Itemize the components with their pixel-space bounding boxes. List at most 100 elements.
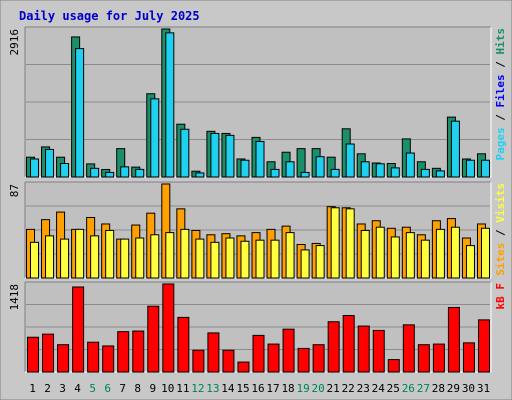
x-tick-label-day-24: 24: [372, 382, 386, 395]
bar-kb-f-day-24: [372, 329, 385, 373]
bar-files-day-23: [360, 161, 370, 178]
bar-kb-f-day-22: [342, 315, 355, 373]
bar-kb-f-day-25: [387, 359, 400, 373]
x-tick-label-day-12: 12: [191, 382, 204, 395]
bar-files-day-16: [255, 140, 265, 178]
bar-files-day-31: [480, 159, 490, 178]
bar-sites-day-4: [75, 228, 85, 279]
legend-part: /: [494, 108, 507, 128]
bar-kb-f-day-21: [327, 321, 340, 373]
x-tick-label-day-9: 9: [149, 382, 156, 395]
bar-files-day-2: [45, 148, 55, 178]
bar-files-day-15: [240, 159, 250, 178]
bar-kb-f-day-14: [222, 349, 235, 373]
x-tick-label-day-25: 25: [387, 382, 400, 395]
x-tick-label-day-21: 21: [327, 382, 340, 395]
bar-sites-day-31: [480, 227, 490, 279]
x-tick-label-day-16: 16: [251, 382, 264, 395]
bar-sites-day-21: [330, 207, 340, 279]
bar-sites-day-29: [450, 226, 460, 279]
x-tick-label-day-3: 3: [59, 382, 66, 395]
bar-files-day-17: [270, 168, 280, 178]
bar-sites-day-27: [420, 239, 430, 279]
bar-sites-day-11: [180, 228, 190, 279]
chart-title: Daily usage for July 2025: [19, 9, 200, 23]
x-tick-label-day-5: 5: [89, 382, 96, 395]
series-kb-f: [27, 283, 490, 373]
bar-files-day-9: [150, 98, 160, 178]
bar-sites-day-8: [135, 237, 145, 279]
x-tick-label-day-20: 20: [312, 382, 325, 395]
x-tick-label-day-30: 30: [462, 382, 475, 395]
x-tick-label-day-17: 17: [266, 382, 279, 395]
x-tick-label-day-31: 31: [477, 382, 490, 395]
bar-kb-f-day-20: [312, 344, 325, 373]
bar-files-day-30: [465, 159, 475, 178]
x-tick-label-day-27: 27: [417, 382, 430, 395]
bar-files-day-24: [375, 163, 385, 178]
bar-files-day-18: [285, 161, 295, 178]
panel-max-label: 2916: [8, 29, 21, 56]
bar-sites-day-10: [165, 232, 175, 279]
bar-kb-f-day-26: [402, 324, 415, 373]
bar-kb-f-day-4: [72, 286, 85, 373]
bar-sites-day-22: [345, 208, 355, 279]
bar-files-day-5: [90, 167, 100, 178]
bar-sites-day-2: [45, 235, 55, 279]
bar-sites-day-13: [210, 241, 220, 279]
bar-files-day-14: [225, 134, 235, 178]
x-tick-label-day-6: 6: [104, 382, 111, 395]
bar-files-day-19: [300, 171, 310, 178]
bar-sites-day-23: [360, 229, 370, 279]
x-tick-label-day-28: 28: [432, 382, 445, 395]
panel-legend: Sites / Visits: [494, 183, 507, 276]
bar-sites-day-26: [405, 232, 415, 279]
bar-files-day-21: [330, 168, 340, 178]
bar-sites-day-20: [315, 245, 325, 279]
x-tick-label-day-7: 7: [119, 382, 126, 395]
panel-hits_files: 2916 Pages / Files / Hits: [8, 26, 507, 178]
bar-kb-f-day-30: [462, 342, 475, 373]
x-tick-label-day-11: 11: [176, 382, 189, 395]
bar-files-day-29: [450, 120, 460, 178]
bar-kb-f-day-6: [102, 345, 115, 373]
panel-max-label: 87: [8, 184, 21, 197]
bar-files-day-20: [315, 156, 325, 178]
x-tick-label-day-13: 13: [206, 382, 219, 395]
bar-files-day-26: [405, 152, 415, 178]
bar-kb-f-day-8: [132, 330, 145, 373]
bar-files-day-12: [195, 172, 205, 178]
x-tick-label-day-18: 18: [281, 382, 294, 395]
bar-kb-f-day-7: [117, 331, 130, 373]
bar-files-day-22: [345, 143, 355, 178]
panel-legend: kB F: [494, 283, 507, 310]
bar-kb-f-day-5: [87, 341, 100, 373]
bar-kb-f-day-2: [42, 333, 55, 373]
bar-kb-f-day-19: [297, 347, 310, 373]
x-tick-label-day-1: 1: [29, 382, 36, 395]
bar-files-day-1: [30, 158, 40, 178]
series-sites: [30, 207, 490, 279]
x-tick-label-day-2: 2: [44, 382, 51, 395]
x-tick-label-day-4: 4: [74, 382, 81, 395]
bar-kb-f-day-29: [447, 306, 460, 373]
x-tick-label-day-22: 22: [342, 382, 355, 395]
bar-files-day-13: [210, 132, 220, 178]
legend-part: Visits: [494, 183, 507, 223]
bar-kb-f-day-3: [57, 344, 70, 373]
bar-sites-day-17: [270, 239, 280, 279]
bar-kb-f-day-10: [162, 283, 175, 373]
panel-max-label: 1418: [8, 284, 21, 311]
bar-sites-day-1: [30, 241, 40, 279]
bar-kb-f-day-13: [207, 332, 220, 373]
bar-sites-day-19: [300, 249, 310, 279]
bar-kb-f-day-31: [477, 319, 490, 373]
bar-files-day-10: [165, 32, 175, 178]
bar-kb-f-day-16: [252, 334, 265, 373]
series-files: [30, 32, 490, 178]
bar-files-day-3: [60, 162, 70, 178]
bar-sites-day-16: [255, 239, 265, 279]
bar-sites-day-3: [60, 238, 70, 279]
legend-part: Files: [494, 74, 507, 107]
